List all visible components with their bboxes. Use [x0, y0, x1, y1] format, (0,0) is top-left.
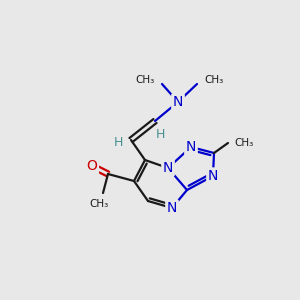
Text: N: N	[173, 95, 183, 109]
Text: N: N	[208, 169, 218, 183]
Text: CH₃: CH₃	[89, 199, 109, 209]
Text: O: O	[87, 159, 98, 173]
Text: CH₃: CH₃	[204, 75, 223, 85]
Text: N: N	[167, 201, 177, 215]
Text: H: H	[155, 128, 165, 140]
Text: N: N	[186, 140, 196, 154]
Text: H: H	[113, 136, 123, 149]
Text: CH₃: CH₃	[136, 75, 155, 85]
Text: N: N	[163, 161, 173, 175]
Text: CH₃: CH₃	[234, 138, 253, 148]
